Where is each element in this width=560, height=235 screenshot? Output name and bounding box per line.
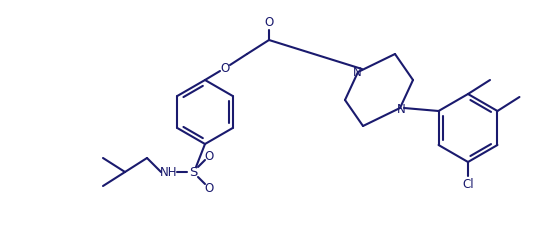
Text: O: O — [204, 149, 213, 162]
Text: O: O — [221, 62, 230, 74]
Text: Cl: Cl — [462, 177, 474, 191]
Text: N: N — [353, 67, 361, 79]
Text: NH: NH — [160, 165, 178, 179]
Text: N: N — [396, 102, 405, 115]
Text: O: O — [204, 181, 213, 195]
Text: S: S — [189, 165, 197, 179]
Text: O: O — [264, 16, 274, 28]
